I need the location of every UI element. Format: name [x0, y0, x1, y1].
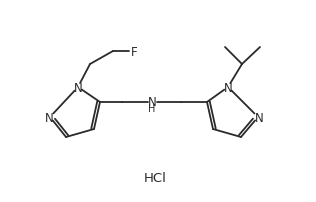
Text: N: N: [148, 95, 156, 108]
Text: F: F: [131, 45, 137, 58]
Text: N: N: [45, 111, 53, 124]
Text: N: N: [224, 81, 232, 94]
Text: N: N: [255, 111, 263, 124]
Text: H: H: [148, 103, 156, 113]
Text: HCl: HCl: [143, 171, 167, 184]
Text: N: N: [74, 81, 82, 94]
